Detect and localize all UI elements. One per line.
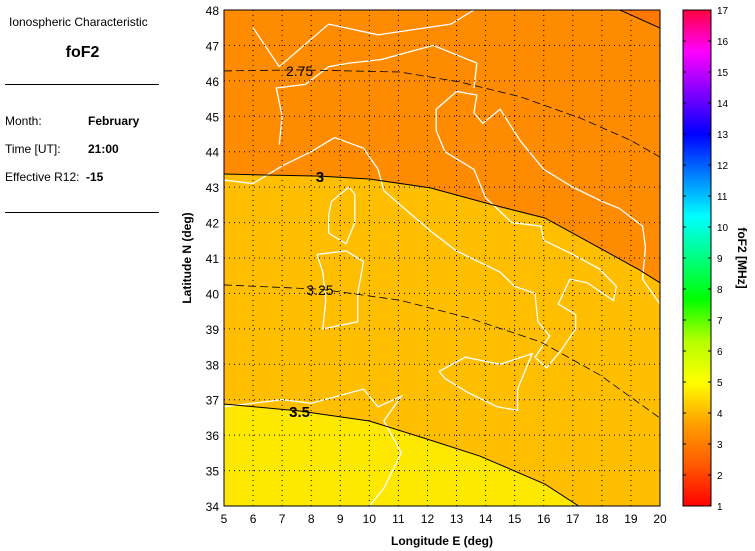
contour-label: 2.75	[286, 63, 313, 79]
colorbar-tick-label: 7	[717, 316, 723, 327]
colorbar-tick-label: 1	[717, 502, 723, 513]
colorbar-tick-label: 9	[717, 254, 723, 265]
y-tick-label: 34	[206, 500, 220, 514]
y-tick-label: 45	[206, 110, 220, 124]
colorbar	[682, 9, 712, 507]
x-tick-label: 17	[566, 512, 580, 526]
characteristic-label: Ionospheric Characteristic	[9, 15, 148, 29]
y-tick-label: 36	[206, 429, 220, 443]
contour-line-2.5	[619, 10, 660, 29]
colorbar-tick-label: 16	[717, 37, 729, 48]
x-tick-label: 6	[250, 512, 257, 526]
x-tick-label: 12	[421, 512, 435, 526]
colorbar-tick-label: 12	[717, 161, 729, 172]
x-tick-label: 15	[508, 512, 522, 526]
x-tick-label: 18	[595, 512, 609, 526]
month-value: February	[88, 114, 140, 128]
y-tick-label: 39	[206, 323, 220, 337]
colorbar-tick-label: 17	[717, 6, 729, 17]
colorbar-tick-label: 10	[717, 223, 729, 234]
contour-line-3.5	[224, 403, 579, 506]
x-tick-label: 13	[450, 512, 464, 526]
month-label: Month:	[5, 114, 42, 128]
divider	[5, 84, 159, 85]
coastline	[275, 44, 478, 145]
y-tick-label: 41	[206, 252, 220, 266]
colorbar-tick-label: 6	[717, 347, 723, 358]
coastline	[252, 10, 475, 68]
contour-label: 3	[316, 169, 324, 186]
colorbar-tick-label: 14	[717, 99, 729, 110]
y-tick-label: 43	[206, 181, 220, 195]
contour-label: 3.5	[289, 404, 310, 421]
colorbar-tick-label: 2	[717, 471, 723, 482]
divider	[5, 212, 159, 213]
x-tick-label: 14	[479, 512, 493, 526]
colorbar-label: foF2 [MHz]	[735, 227, 749, 288]
contour-line-2.75	[224, 69, 660, 158]
band-above-3.5	[224, 403, 579, 506]
x-tick-label: 7	[279, 512, 286, 526]
contour-line-3.25	[224, 284, 660, 419]
y-tick-label: 47	[206, 39, 220, 53]
y-tick-label: 35	[206, 465, 220, 479]
x-tick-label: 20	[653, 512, 667, 526]
y-tick-label: 42	[206, 217, 220, 231]
x-tick-label: 5	[221, 512, 228, 526]
y-tick-label: 46	[206, 75, 220, 89]
y-axis-label: Latitude N (deg)	[180, 212, 194, 303]
plot-frame	[223, 9, 661, 507]
colorbar-tick-label: 4	[717, 409, 723, 420]
x-tick-label: 16	[537, 512, 551, 526]
coastline	[327, 186, 356, 245]
y-tick-label: 40	[206, 287, 220, 301]
x-tick-label: 9	[337, 512, 344, 526]
coastline	[316, 250, 365, 330]
colorbar-tick-label: 11	[717, 192, 728, 203]
time-value: 21:00	[88, 142, 119, 156]
y-tick-label: 48	[206, 4, 220, 18]
colorbar-tick-label: 13	[717, 130, 729, 141]
colorbar-tick-label: 3	[717, 440, 723, 451]
contour-label: 3.25	[306, 282, 333, 298]
contour-line-3	[224, 173, 660, 284]
x-tick-label: 8	[308, 512, 315, 526]
x-tick-label: 10	[363, 512, 377, 526]
x-tick-label: 19	[624, 512, 638, 526]
r12-label: Effective R12:	[5, 170, 80, 184]
colorbar-tick-label: 5	[717, 378, 723, 389]
colorbar-tick-label: 8	[717, 285, 723, 296]
y-tick-label: 38	[206, 358, 220, 372]
coastline	[224, 388, 404, 506]
y-tick-label: 37	[206, 394, 220, 408]
coastline	[224, 90, 660, 369]
x-axis-label: Longitude E (deg)	[391, 534, 493, 548]
y-tick-label: 44	[206, 146, 220, 160]
time-label: Time [UT]:	[5, 142, 61, 156]
colorbar-tick-label: 15	[717, 68, 729, 79]
characteristic-name: foF2	[65, 44, 100, 61]
x-tick-label: 11	[392, 512, 405, 526]
r12-value: -15	[86, 170, 104, 184]
